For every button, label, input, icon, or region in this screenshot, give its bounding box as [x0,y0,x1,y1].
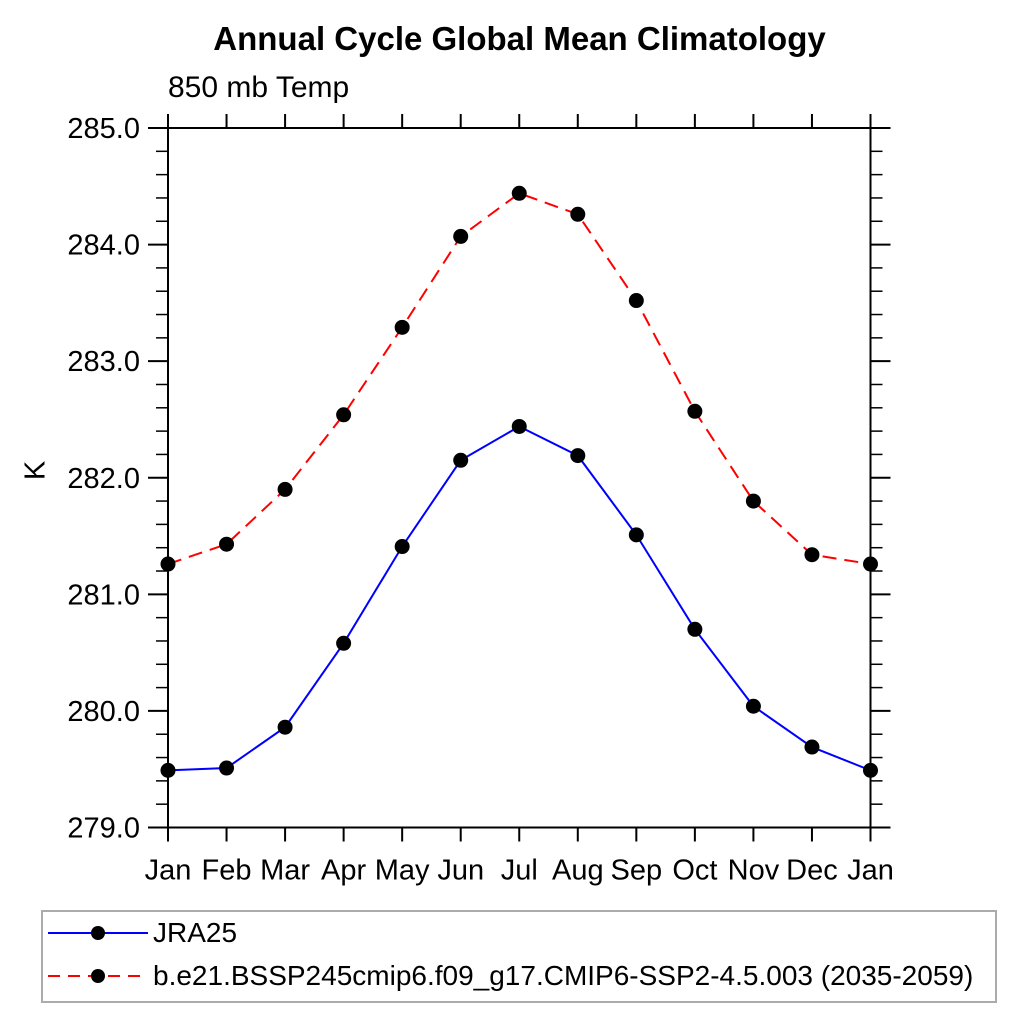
series-line-0 [167,425,871,772]
series-0-marker [804,739,820,755]
series-0-marker [511,418,527,434]
chart-subtitle: 850 mb Temp [168,71,350,104]
y-tick-label: 281.0 [67,579,140,611]
series-1-marker [511,185,527,201]
x-tick-label: Feb [202,855,252,887]
series-1-marker [219,536,235,552]
y-tick-label: 284.0 [67,230,140,262]
x-tick-label: Aug [552,855,604,887]
series-1-marker [394,319,410,335]
legend-swatch-solid-line [48,926,148,940]
y-tick-label: 283.0 [67,346,140,378]
x-tick-label: Apr [321,855,366,887]
series-0-marker [277,719,293,735]
series-0-marker [570,448,586,464]
y-tick-label: 279.0 [67,813,140,845]
series-0-marker [745,698,761,714]
x-tick-label: Jan [145,855,192,887]
series-1-marker [863,556,878,572]
x-tick-label: Mar [260,855,310,887]
series-0-marker [628,527,644,543]
series-1-marker [277,481,293,497]
x-tick-label: Jun [437,855,484,887]
series-1-marker [804,547,820,563]
x-tick-label: Sep [611,855,663,887]
series-1-marker [160,556,176,572]
series-0-marker [453,452,469,468]
x-tick-label: Jul [501,855,538,887]
legend-label: JRA25 [153,917,238,948]
chart-title: Annual Cycle Global Mean Climatology [213,20,826,57]
legend-box: JRA25 b.e21.BSSP245cmip6.f09_g17.CMIP6-S… [41,910,997,1003]
legend-item-model: b.e21.BSSP245cmip6.f09_g17.CMIP6-SSP2-4.… [48,961,973,991]
series-0-marker [863,762,878,778]
series-1-marker [336,407,352,423]
series-1-marker [687,403,703,419]
series-0-marker [687,621,703,637]
x-tick-label: May [375,855,430,887]
series-1-marker [745,493,761,509]
series-1-marker [453,228,469,244]
series-0-marker [160,762,176,778]
series-0-marker [336,635,352,651]
series-1-marker [570,206,586,222]
legend-item-jra25: JRA25 [48,918,237,948]
series-1-marker [628,293,644,309]
series-0-marker [219,760,235,776]
legend-label: b.e21.BSSP245cmip6.f09_g17.CMIP6-SSP2-4.… [153,960,974,991]
plot-frame [167,127,872,829]
legend-swatch-dashed-line [48,969,148,983]
x-tick-label: Oct [672,855,717,887]
x-tick-label: Nov [728,855,780,887]
y-tick-label: 280.0 [67,696,140,728]
y-tick-label: 282.0 [67,463,140,495]
x-tick-label: Jan [847,855,894,887]
x-tick-label: Dec [786,855,838,887]
y-tick-label: 285.0 [67,113,140,145]
series-0-marker [394,539,410,555]
series-line-1 [167,192,871,566]
